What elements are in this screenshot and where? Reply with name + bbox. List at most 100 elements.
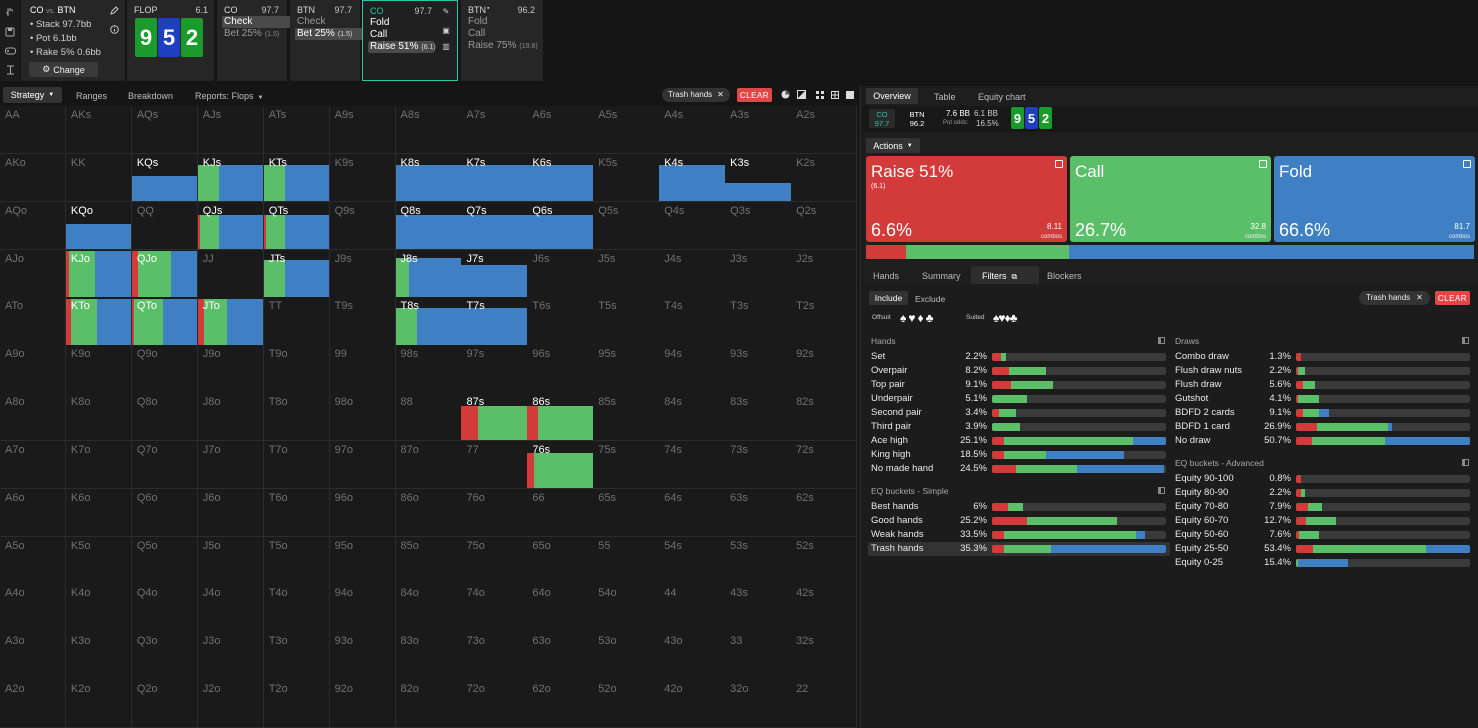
filter-row[interactable]: Set 2.2% [871,351,1169,363]
tab-strategy[interactable]: Strategy ▼ [3,87,62,103]
matrix-cell[interactable]: KTs [263,153,331,203]
history-option[interactable]: Fold [368,17,434,29]
matrix-cell[interactable]: 92s [791,345,858,394]
matrix-cell[interactable]: J4s [659,249,726,298]
matrix-cell[interactable]: QTs [263,201,331,251]
matrix-cell[interactable]: QTo [131,297,199,346]
matrix-cell[interactable]: QJo [131,249,199,298]
matrix-cell[interactable]: T6o [263,488,331,538]
matrix-cell[interactable]: A4o [0,584,67,633]
heart-icon[interactable]: ♥ [998,311,1005,325]
matrix-cell[interactable]: T8o [263,393,331,442]
matrix-cell[interactable]: Q4s [659,201,726,251]
matrix-cell[interactable]: 32o [725,680,792,728]
matrix-cell[interactable]: Q6o [131,488,199,538]
matrix-cell[interactable]: A7o [0,440,67,490]
collapse-icon[interactable] [1462,337,1469,344]
filter-row[interactable]: No draw 50.7% [1175,435,1473,447]
matrix-cell[interactable]: 84o [395,584,462,633]
expand-icon[interactable] [1463,160,1471,168]
matrix-cell[interactable]: K8s [395,153,462,203]
matrix-cell[interactable]: KQs [131,153,199,203]
columns-icon[interactable]: ▥ [442,41,450,51]
matrix-cell[interactable]: 98s [395,345,462,394]
tab-table[interactable]: Table [934,92,956,102]
matrix-cell[interactable]: JTo [197,297,265,346]
matrix-cell[interactable]: KK [65,153,133,203]
matrix-cell[interactable]: 63o [527,632,594,681]
matrix-cell[interactable]: K9o [65,345,133,394]
matrix-cell[interactable]: 95s [593,345,660,394]
matrix-cell[interactable]: 85s [593,393,660,442]
collapse-icon[interactable] [1158,487,1165,494]
filter-row[interactable]: Weak hands 33.5% [871,529,1169,541]
matrix-cell[interactable]: J4o [197,584,265,633]
matrix-cell[interactable]: 73s [725,440,792,490]
matrix-cell[interactable]: 76s [527,440,594,490]
filter-row[interactable]: Equity 90-100 0.8% [1175,473,1473,485]
matrix-cell[interactable]: JJ [197,249,265,298]
filter-row[interactable]: BDFD 2 cards 9.1% [1175,407,1473,419]
matrix-cell[interactable]: J6o [197,488,265,538]
diamond-icon[interactable]: ♦ [917,311,926,325]
matrix-cell[interactable]: T5o [263,536,331,585]
matrix-cell[interactable]: J2o [197,680,265,728]
info-icon[interactable] [109,24,119,34]
matrix-cell[interactable]: K6o [65,488,133,538]
matrix-cell[interactable]: J8o [197,393,265,442]
tab-overview[interactable]: Overview [866,88,918,104]
matrix-cell[interactable]: AKs [65,106,133,155]
matrix-cell[interactable]: J7o [197,440,265,490]
matrix-cell[interactable]: Q3o [131,632,199,681]
matrix-cell[interactable]: 42o [659,680,726,728]
matrix-cell[interactable]: ATo [0,297,67,346]
matrix-cell[interactable]: 95o [329,536,397,585]
hand-icon[interactable] [4,6,16,18]
subtab-summary[interactable]: Summary [922,271,961,281]
matrix-cell[interactable]: Q2s [791,201,858,251]
filter-row[interactable]: Best hands 6% [871,501,1169,513]
matrix-cell[interactable]: 92o [329,680,397,728]
actions-dropdown[interactable]: Actions ▼ [866,138,920,153]
matrix-cell[interactable]: K2s [791,153,858,203]
matrix-cell[interactable]: J2s [791,249,858,298]
matrix-cell[interactable]: T2o [263,680,331,728]
heart-icon[interactable]: ♥ [908,311,918,325]
matrix-cell[interactable]: QJs [197,201,265,251]
matrix-cell[interactable]: 93o [329,632,397,681]
filter-row[interactable]: Top pair 9.1% [871,379,1169,391]
matrix-cell[interactable]: A5s [593,106,660,155]
matrix-cell[interactable]: 86o [395,488,462,538]
matrix-cell[interactable]: 64o [527,584,594,633]
matrix-cell[interactable]: A4s [659,106,726,155]
exclude-toggle[interactable]: Exclude [915,294,946,304]
matrix-cell[interactable]: 32s [791,632,858,681]
filter-row[interactable]: BDFD 1 card 26.9% [1175,421,1473,433]
history-option[interactable]: Raise 51% (6.1) [368,41,436,53]
matrix-cell[interactable]: A6o [0,488,67,538]
matrix-cell[interactable]: 55 [593,536,660,585]
matrix-cell[interactable]: Q8s [395,201,462,251]
right-clear-button[interactable]: CLEAR [1435,291,1470,305]
matrix-cell[interactable]: Q5s [593,201,660,251]
matrix-cell[interactable]: Q3s [725,201,792,251]
matrix-cell[interactable]: J8s [395,249,462,298]
matrix-cell[interactable]: T3s [725,297,792,346]
matrix-cell[interactable]: J5o [197,536,265,585]
matrix-cell[interactable]: T3o [263,632,331,681]
filter-row[interactable]: Equity 80-90 2.2% [1175,487,1473,499]
spade-icon[interactable]: ♠ [900,311,909,325]
matrix-cell[interactable]: 72o [461,680,528,728]
text-cursor-icon[interactable] [4,64,16,76]
matrix-cell[interactable]: KJs [197,153,265,203]
matrix-cell[interactable]: 83s [725,393,792,442]
matrix-cell[interactable]: J3s [725,249,792,298]
offsuit-suits[interactable]: ♠♥♦♣ [900,311,936,325]
matrix-cell[interactable]: AJo [0,249,67,298]
action-tile-fold[interactable]: Fold 66.6% 81.7 combos [1274,156,1475,242]
tab-reports[interactable]: Reports: Flops ▼ [195,91,263,101]
matrix-cell[interactable]: 94o [329,584,397,633]
matrix-cell[interactable]: A5o [0,536,67,585]
collapse-icon[interactable] [1158,337,1165,344]
matrix-cell[interactable]: Q2o [131,680,199,728]
